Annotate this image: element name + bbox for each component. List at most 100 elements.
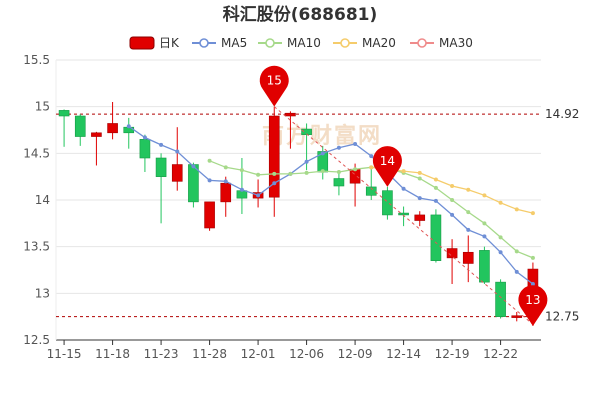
reference-label: 12.75 [545, 310, 579, 324]
legend-label-1: MA5 [221, 36, 247, 50]
x-tick-label: 12-06 [289, 347, 324, 361]
ma20-point [450, 184, 455, 188]
ma10-point [304, 170, 309, 175]
candle-body [58, 110, 70, 117]
ma20-point [498, 200, 503, 205]
ma5-point [530, 282, 535, 286]
legend-label-3: MA20 [362, 36, 396, 50]
candle-body [74, 115, 86, 137]
ma5-point [159, 142, 164, 147]
legend-dot-ma20 [340, 38, 350, 48]
ma5-point [498, 250, 503, 255]
ma5-point [142, 135, 147, 140]
ma5-point [304, 159, 309, 164]
x-tick-label: 11-23 [144, 347, 179, 361]
ma5-point [401, 186, 406, 191]
ma5-point [320, 151, 325, 156]
candle-body [446, 248, 458, 259]
marker-label: 15 [267, 74, 282, 88]
candle-body [285, 112, 296, 117]
y-tick-label: 14.5 [23, 146, 50, 160]
candle-body [382, 190, 393, 216]
legend-label-2: MA10 [287, 36, 321, 50]
ma5-point [207, 178, 212, 183]
legend-symbol-dayk [129, 36, 155, 50]
legend-dot-ma30 [417, 38, 427, 48]
ma5-point [336, 145, 341, 150]
trend [273, 106, 536, 327]
marker-label: 13 [525, 293, 540, 307]
ma5-point [126, 124, 131, 129]
ma5-point [514, 269, 519, 274]
ma20-point [433, 177, 438, 182]
ma5-point [482, 234, 487, 239]
marker-label: 14 [380, 154, 395, 168]
ma20-point [530, 211, 535, 216]
legend-dot-ma10 [265, 38, 275, 48]
ma10-point [272, 171, 277, 176]
x-tick-label: 11-15 [47, 347, 82, 361]
reference-label: 14.92 [545, 107, 579, 121]
x-tick-label: 11-18 [95, 347, 130, 361]
ma5-point [353, 142, 358, 146]
ma20-point [514, 207, 519, 212]
ma10-point [482, 221, 487, 226]
x-tick-label: 12-19 [435, 347, 470, 361]
candle-body [171, 164, 183, 182]
ma20-point [369, 165, 374, 170]
ma10-point [514, 249, 519, 254]
x-axis: 11-15 11-18 11-23 11-28 12-01 12-06 12-09 12-14… [47, 60, 541, 361]
ma10-point [239, 168, 244, 173]
x-tick-label: 12-09 [338, 347, 373, 361]
candle-body [495, 281, 506, 317]
candle-body [479, 250, 490, 283]
ma10-point [417, 176, 422, 181]
candle-body [268, 115, 280, 198]
ma10-point [450, 198, 455, 202]
trend-line [273, 106, 536, 327]
ma10-point [530, 255, 535, 260]
reference-lines: 14.92 12.75 [56, 107, 579, 324]
candle-body [365, 186, 377, 196]
ma5-point [175, 149, 180, 154]
candle-body [462, 251, 474, 264]
x-tick-label: 12-01 [241, 347, 276, 361]
candle-body [430, 214, 442, 261]
candle-body [139, 139, 151, 159]
ma10-point [320, 169, 325, 174]
candle-body [220, 182, 232, 203]
candle-body [91, 132, 102, 137]
legend-label-4: MA30 [439, 36, 473, 50]
candle-body [511, 315, 523, 318]
ma5-point [239, 187, 244, 192]
ma5-point [466, 227, 471, 232]
x-tick-label: 12-14 [386, 347, 421, 361]
x-tick-label: 11-28 [192, 347, 227, 361]
candle-body [204, 201, 215, 229]
candle-body [414, 214, 426, 221]
ma10-point [336, 170, 341, 174]
ma5-point [256, 193, 261, 198]
candle-body [236, 190, 248, 199]
ma10-point [466, 210, 471, 215]
ma5-point [450, 212, 455, 217]
y-tick-label: 15.5 [23, 53, 50, 67]
marker-pin [518, 285, 548, 326]
marker-pin [372, 146, 402, 187]
y-tick-label: 14 [35, 193, 50, 207]
ma10-point [223, 165, 228, 170]
ma10-point [207, 158, 212, 163]
candle-body [333, 178, 345, 187]
marker-pin [259, 65, 289, 107]
ma5-point [191, 164, 196, 169]
x-tick-label: 12-22 [483, 347, 518, 361]
ma5-point [433, 198, 438, 203]
ma10-point [288, 171, 293, 176]
ma20-point [417, 170, 422, 175]
y-tick-label: 13.5 [23, 240, 50, 254]
legend-dot-ma5 [199, 38, 209, 48]
candle-body [349, 168, 361, 184]
ma10-point [433, 185, 438, 190]
